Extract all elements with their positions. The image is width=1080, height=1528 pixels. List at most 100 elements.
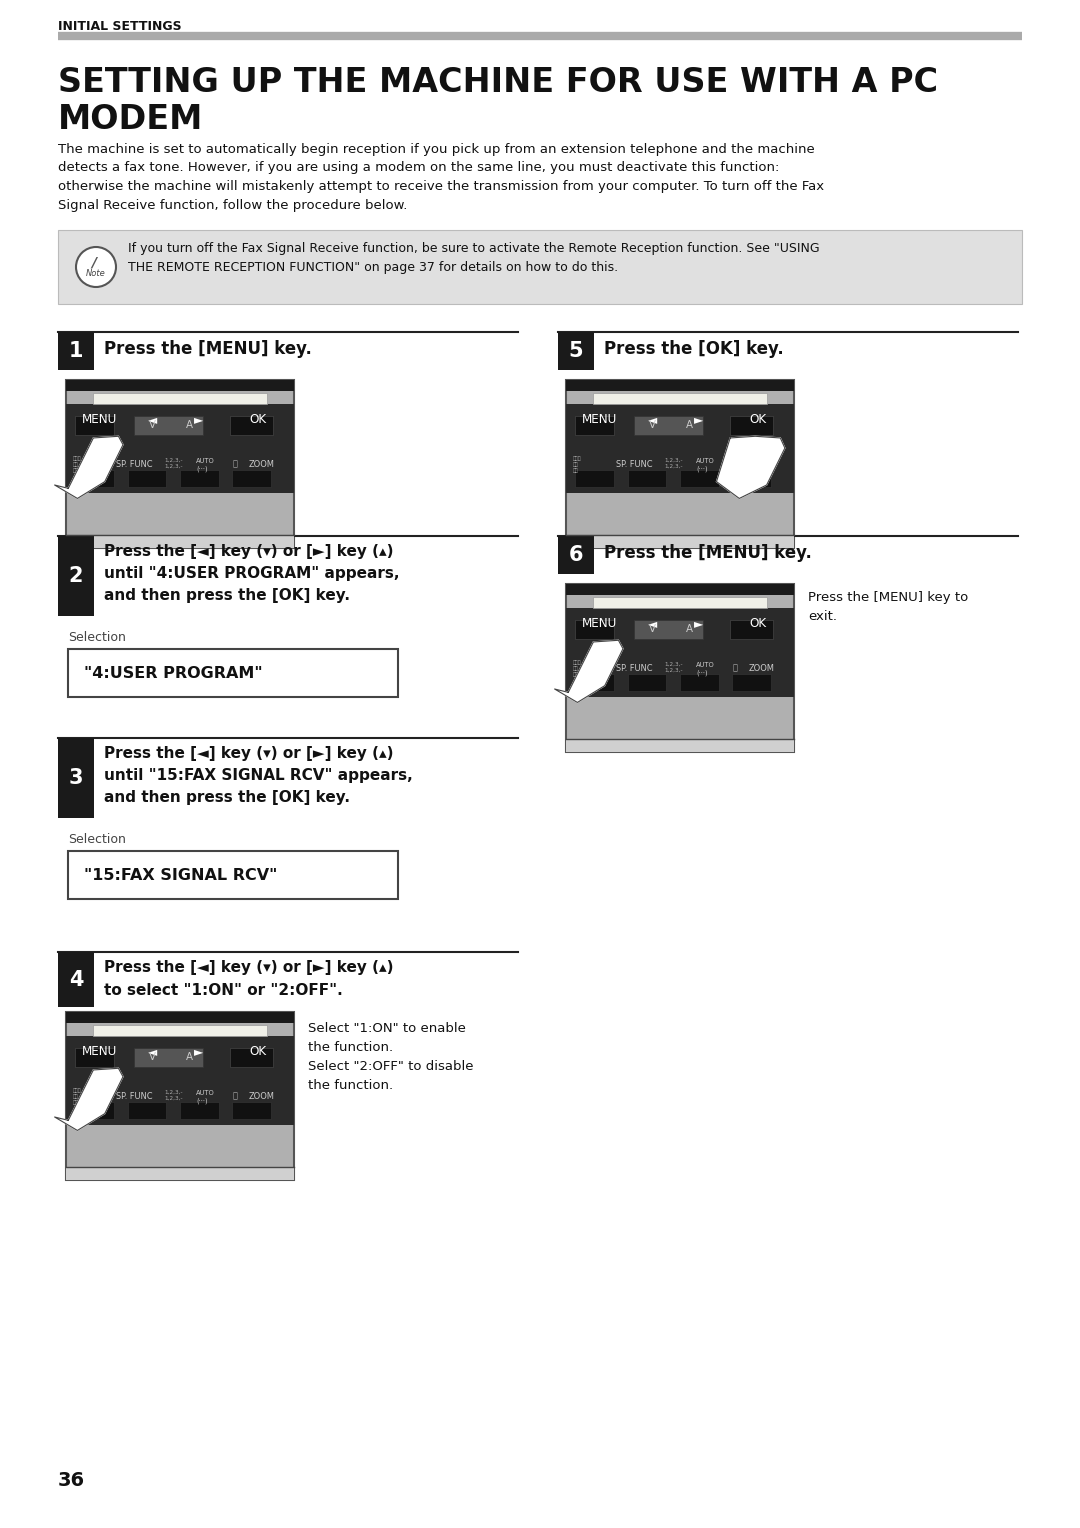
Text: until "4:USER PROGRAM" appears,: until "4:USER PROGRAM" appears,	[104, 565, 400, 581]
Bar	[66, 1166, 294, 1180]
Bar	[58, 738, 94, 817]
Polygon shape	[555, 640, 623, 703]
Bar	[566, 584, 794, 752]
Text: MENU: MENU	[82, 1045, 118, 1057]
Bar	[576, 416, 613, 434]
Text: ◄: ◄	[148, 413, 158, 426]
Text: /: /	[92, 257, 96, 270]
Text: ◄: ◄	[648, 413, 658, 426]
Text: OK: OK	[750, 413, 767, 426]
Bar	[66, 403, 294, 494]
Bar	[634, 620, 703, 639]
Bar	[68, 649, 399, 697]
Bar	[134, 416, 203, 434]
Text: and then press the [OK] key.: and then press the [OK] key.	[104, 588, 350, 604]
Bar	[558, 332, 594, 370]
Bar	[566, 738, 794, 752]
Bar	[576, 471, 613, 487]
Text: Press the [MENU] key.: Press the [MENU] key.	[104, 341, 312, 358]
Text: "4:USER PROGRAM": "4:USER PROGRAM"	[84, 666, 262, 680]
Bar	[576, 674, 613, 691]
Text: ►: ►	[693, 413, 703, 426]
Text: ZOOM: ZOOM	[748, 663, 774, 672]
Text: A: A	[686, 625, 692, 634]
Text: Press the [MENU] key to
exit.: Press the [MENU] key to exit.	[808, 591, 969, 623]
Text: AUTO
(···): AUTO (···)	[696, 458, 715, 472]
Text: Press the [OK] key.: Press the [OK] key.	[604, 341, 784, 358]
Text: to select "1:ON" or "2:OFF".: to select "1:ON" or "2:OFF".	[104, 983, 342, 998]
Text: If you turn off the Fax Signal Receive function, be sure to activate the Remote : If you turn off the Fax Signal Receive f…	[129, 241, 820, 274]
Bar	[66, 1012, 294, 1022]
Bar	[180, 471, 219, 487]
Text: MENU: MENU	[582, 617, 617, 630]
Text: ⬛⬛⬛
⬛⬛
⬛⬛: ⬛⬛⬛ ⬛⬛ ⬛⬛	[572, 660, 581, 677]
Bar	[680, 674, 719, 691]
Bar	[68, 851, 399, 898]
Bar	[566, 403, 794, 494]
Bar	[680, 471, 719, 487]
Text: ►: ►	[193, 1045, 203, 1057]
Bar	[58, 536, 94, 616]
Bar	[93, 1025, 267, 1036]
Text: SETTING UP THE MACHINE FOR USE WITH A PC: SETTING UP THE MACHINE FOR USE WITH A PC	[58, 66, 939, 99]
Bar	[58, 231, 1022, 304]
Bar	[593, 393, 767, 405]
Text: ⬛: ⬛	[232, 1093, 238, 1100]
Text: AUTO
(···): AUTO (···)	[696, 662, 715, 675]
Bar	[566, 608, 794, 697]
Text: 6: 6	[569, 545, 583, 565]
Text: SP. FUNC: SP. FUNC	[617, 663, 652, 672]
Text: 36: 36	[58, 1471, 85, 1490]
Text: 1,2,3,-
1,2,3,-: 1,2,3,- 1,2,3,-	[164, 1089, 183, 1100]
Text: SP. FUNC: SP. FUNC	[617, 460, 652, 469]
Bar	[593, 596, 767, 608]
Bar	[232, 1102, 271, 1118]
Bar	[558, 536, 594, 575]
Bar	[66, 1012, 294, 1180]
Text: ⬛⬛⬛
⬛⬛
⬛⬛: ⬛⬛⬛ ⬛⬛ ⬛⬛	[72, 457, 81, 474]
Text: Press the [◄] key (▾) or [►] key (▴): Press the [◄] key (▾) or [►] key (▴)	[104, 746, 393, 761]
Bar	[127, 1102, 166, 1118]
Bar	[134, 1048, 203, 1067]
Bar	[66, 1036, 294, 1126]
Circle shape	[76, 248, 116, 287]
Text: MODEM: MODEM	[58, 102, 203, 136]
Text: INITIAL SETTINGS: INITIAL SETTINGS	[58, 20, 181, 34]
Text: The machine is set to automatically begin reception if you pick up from an exten: The machine is set to automatically begi…	[58, 144, 824, 211]
Text: ⬛⬛⬛
⬛⬛
⬛⬛: ⬛⬛⬛ ⬛⬛ ⬛⬛	[72, 1088, 81, 1105]
Text: Press the [◄] key (▾) or [►] key (▴): Press the [◄] key (▾) or [►] key (▴)	[104, 544, 393, 559]
Text: ⬛: ⬛	[732, 460, 738, 469]
Text: SP. FUNC: SP. FUNC	[117, 460, 152, 469]
Text: ◄: ◄	[148, 1045, 158, 1057]
Bar	[566, 380, 794, 549]
Bar	[732, 471, 771, 487]
Bar	[730, 620, 773, 639]
Bar	[127, 471, 166, 487]
Bar	[232, 471, 271, 487]
Text: MENU: MENU	[82, 413, 118, 426]
Text: until "15:FAX SIGNAL RCV" appears,: until "15:FAX SIGNAL RCV" appears,	[104, 769, 413, 782]
Text: Selection: Selection	[68, 631, 126, 643]
Text: V: V	[649, 625, 657, 634]
Text: Press the [◄] key (▾) or [►] key (▴): Press the [◄] key (▾) or [►] key (▴)	[104, 960, 393, 975]
Bar	[58, 332, 94, 370]
Bar	[627, 471, 666, 487]
Polygon shape	[716, 437, 785, 498]
Bar	[66, 380, 294, 391]
Bar	[730, 416, 773, 434]
Text: V: V	[149, 1053, 157, 1062]
Text: MENU: MENU	[582, 413, 617, 426]
Text: 1,2,3,-
1,2,3,-: 1,2,3,- 1,2,3,-	[664, 662, 683, 672]
Polygon shape	[55, 1068, 123, 1131]
Text: and then press the [OK] key.: and then press the [OK] key.	[104, 790, 350, 805]
Text: 4: 4	[69, 969, 83, 990]
Text: ⬛⬛⬛
⬛⬛
⬛⬛: ⬛⬛⬛ ⬛⬛ ⬛⬛	[572, 457, 581, 474]
Bar	[180, 1102, 219, 1118]
Bar	[566, 380, 794, 391]
Text: 3: 3	[69, 769, 83, 788]
Text: AUTO
(···): AUTO (···)	[195, 458, 215, 472]
Text: 1,2,3,-
1,2,3,-: 1,2,3,- 1,2,3,-	[164, 458, 183, 469]
Text: 2: 2	[69, 565, 83, 587]
Text: Note: Note	[86, 269, 106, 278]
Text: ⬛: ⬛	[732, 663, 738, 672]
